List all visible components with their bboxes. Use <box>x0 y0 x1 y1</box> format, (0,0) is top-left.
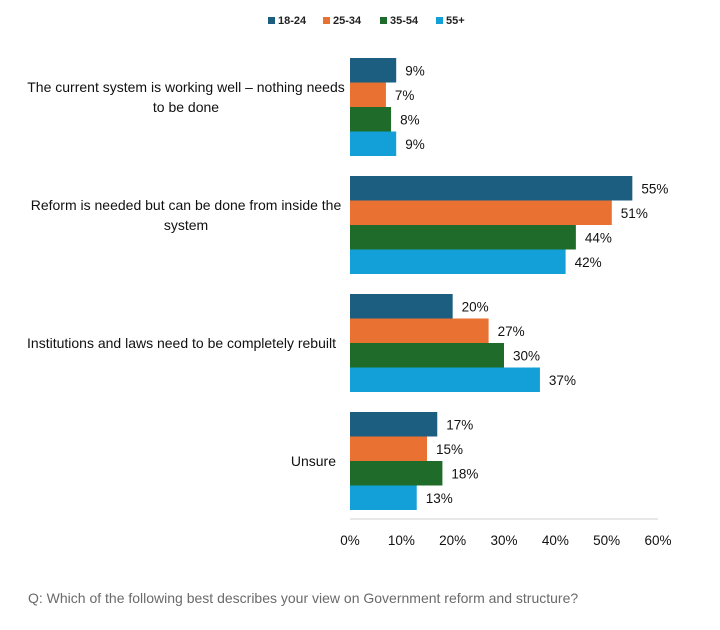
bar-25-34-cat0 <box>350 82 386 107</box>
bar-18-24-cat2 <box>350 294 453 319</box>
data-label-18-24-cat1: 55% <box>641 181 668 196</box>
legend-swatch-55+ <box>436 17 443 24</box>
bar-55+-cat3 <box>350 485 417 510</box>
bar-18-24-cat1 <box>350 176 633 201</box>
bar-55+-cat1 <box>350 249 566 274</box>
x-tick-label: 20% <box>439 533 466 548</box>
bar-25-34-cat3 <box>350 436 427 461</box>
data-label-18-24-cat3: 17% <box>446 417 473 432</box>
category-label-2: Institutions and laws need to be complet… <box>27 335 336 351</box>
legend-swatch-18-24 <box>268 17 275 24</box>
data-label-35-54-cat0: 8% <box>400 112 420 127</box>
data-label-25-34-cat1: 51% <box>621 206 648 221</box>
category-label-line: to be done <box>153 99 219 115</box>
data-label-55+-cat0: 9% <box>405 137 425 152</box>
data-label-25-34-cat0: 7% <box>395 88 415 103</box>
bar-25-34-cat1 <box>350 200 612 225</box>
data-label-55+-cat2: 37% <box>549 373 576 388</box>
data-label-18-24-cat2: 20% <box>462 299 489 314</box>
bar-35-54-cat2 <box>350 343 504 368</box>
bar-35-54-cat0 <box>350 107 392 132</box>
x-tick-label: 30% <box>490 533 517 548</box>
category-label-line: The current system is working well – not… <box>27 79 344 95</box>
x-tick-label: 60% <box>644 533 671 548</box>
data-label-55+-cat1: 42% <box>575 255 602 270</box>
bar-55+-cat2 <box>350 367 540 392</box>
bar-25-34-cat2 <box>350 318 489 343</box>
x-tick-label: 10% <box>388 533 415 548</box>
legend-label-18-24: 18-24 <box>278 15 307 27</box>
bar-35-54-cat3 <box>350 461 443 486</box>
bar-18-24-cat0 <box>350 58 397 83</box>
legend-label-35-54: 35-54 <box>390 15 419 27</box>
bar-35-54-cat1 <box>350 225 576 250</box>
data-label-25-34-cat2: 27% <box>498 324 525 339</box>
data-label-18-24-cat0: 9% <box>405 63 425 78</box>
survey-question: Q: Which of the following best describes… <box>28 590 579 606</box>
data-label-25-34-cat3: 15% <box>436 442 463 457</box>
legend-swatch-35-54 <box>380 17 387 24</box>
category-label-line: Unsure <box>291 453 336 469</box>
x-tick-label: 50% <box>593 533 620 548</box>
category-label-line: system <box>164 217 208 233</box>
data-label-35-54-cat3: 18% <box>451 466 478 481</box>
bar-18-24-cat3 <box>350 412 438 437</box>
data-label-55+-cat3: 13% <box>426 491 453 506</box>
x-tick-label: 40% <box>542 533 569 548</box>
bar-55+-cat0 <box>350 131 397 156</box>
x-tick-label: 0% <box>340 533 360 548</box>
legend-label-55+: 55+ <box>446 15 465 27</box>
category-label-0: The current system is working well – not… <box>27 79 344 115</box>
legend-swatch-25-34 <box>323 17 330 24</box>
category-label-3: Unsure <box>291 453 336 469</box>
data-label-35-54-cat2: 30% <box>513 348 540 363</box>
category-label-1: Reform is needed but can be done from in… <box>31 197 342 233</box>
legend-label-25-34: 25-34 <box>333 15 362 27</box>
data-label-35-54-cat1: 44% <box>585 230 612 245</box>
bar-chart: 18-24 25-34 35-54 55+ 9% 7% 8% 9% The current sy… <box>27 15 671 548</box>
category-label-line: Reform is needed but can be done from in… <box>31 197 342 213</box>
category-label-line: Institutions and laws need to be complet… <box>27 335 336 351</box>
